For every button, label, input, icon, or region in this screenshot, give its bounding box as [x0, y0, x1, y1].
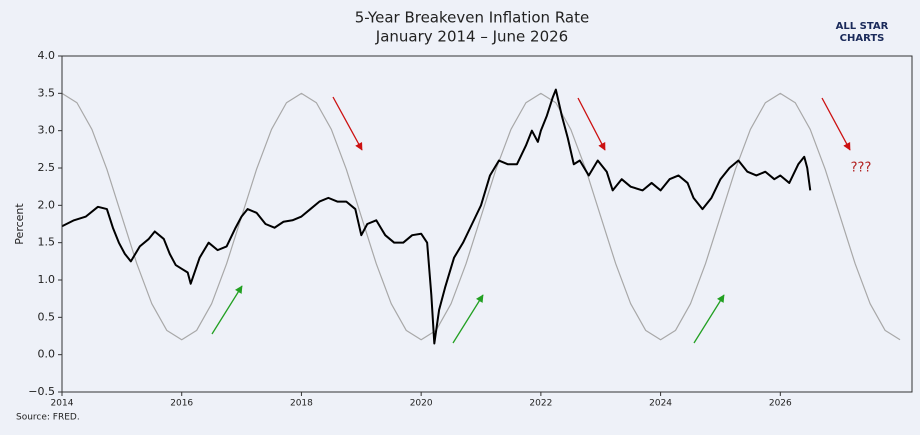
y-tick-label: 0.5	[38, 310, 56, 323]
arrow	[332, 96, 363, 151]
x-tick-label: 2014	[51, 399, 74, 409]
y-tick-label: 3.5	[38, 86, 56, 99]
y-tick-label: 4.0	[38, 49, 56, 62]
y-axis-label: Percent	[13, 203, 26, 245]
y-tick-label: 2.5	[38, 161, 56, 174]
logo-line: ALL STAR	[836, 21, 889, 32]
annotation: ???	[851, 161, 872, 176]
x-tick-label: 2018	[290, 399, 313, 409]
source: Source: FRED.	[16, 413, 80, 423]
data-line	[61, 88, 812, 345]
logo-line: CHARTS	[840, 33, 885, 44]
x-tick-label: 2026	[769, 399, 792, 409]
y-tick-label: 0.0	[38, 348, 56, 361]
arrows	[211, 96, 851, 344]
cycle-line	[61, 92, 901, 341]
y-tick-label: −0.5	[28, 385, 55, 398]
arrow	[452, 294, 484, 344]
arrow	[821, 97, 851, 151]
y-tick-label: 3.0	[38, 124, 56, 137]
chart-subtitle: January 2014 – June 2026	[375, 28, 568, 46]
x-tick-label: 2020	[410, 399, 433, 409]
arrow	[693, 294, 725, 344]
x-tick-label: 2024	[649, 399, 672, 409]
chart-title: 5-Year Breakeven Inflation Rate	[355, 9, 589, 27]
x-tick-label: 2022	[529, 399, 552, 409]
arrow	[577, 97, 606, 151]
y-tick-label: 1.5	[38, 236, 56, 249]
y-tick-label: 2.0	[38, 198, 56, 211]
x-tick-label: 2016	[170, 399, 193, 409]
plot-frame	[61, 55, 913, 393]
y-tick-label: 1.0	[38, 273, 56, 286]
arrow	[211, 285, 243, 335]
